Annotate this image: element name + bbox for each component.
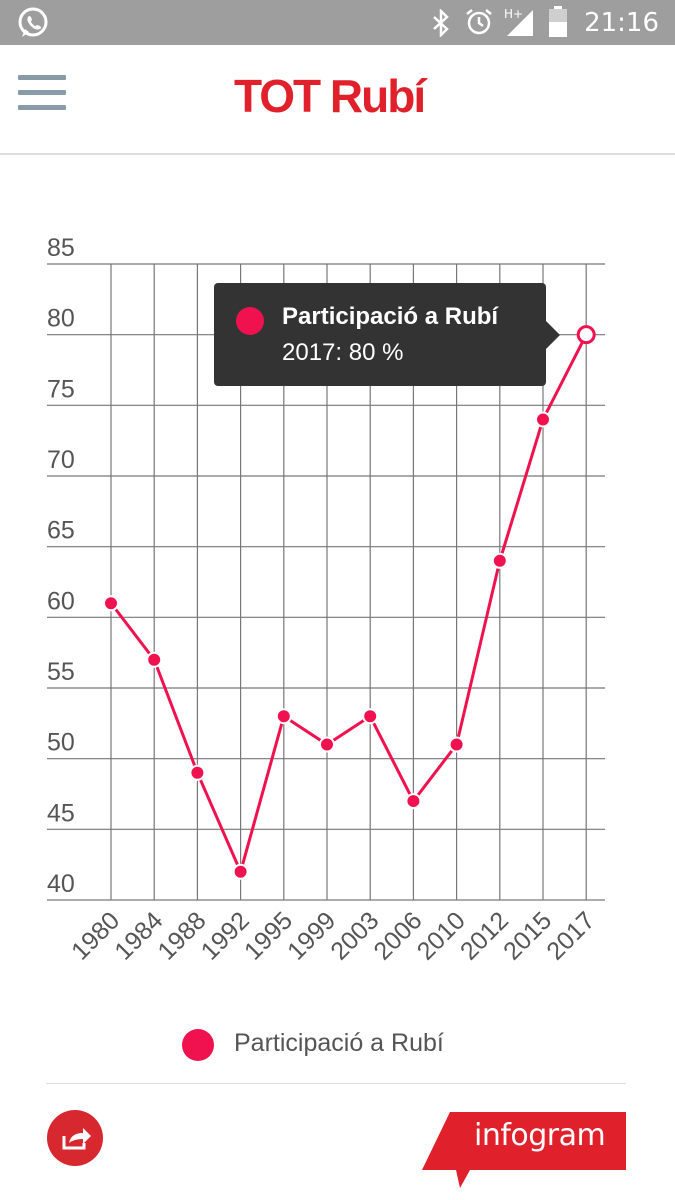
y-tick-label: 55 (47, 658, 75, 686)
y-tick-label: 75 (47, 375, 75, 403)
signal-icon (507, 10, 533, 36)
y-tick-label: 60 (47, 587, 75, 615)
data-point (232, 863, 249, 880)
share-icon (62, 1128, 91, 1150)
data-point (362, 708, 379, 725)
x-tick-label: 2003 (325, 906, 384, 965)
tooltip-series-name: Participació a Rubí (282, 303, 499, 330)
share-button[interactable] (47, 1110, 103, 1166)
battery-icon (549, 6, 567, 37)
series-line (109, 333, 588, 877)
y-tick-label: 80 (47, 305, 75, 333)
clock: 21:16 (584, 8, 659, 38)
x-tick-label: 2010 (412, 906, 471, 965)
y-tick-label: 40 (47, 870, 75, 898)
infogram-badge-shape (422, 1112, 626, 1188)
data-point (275, 708, 292, 725)
data-point (103, 595, 119, 612)
bluetooth-icon (433, 9, 449, 37)
data-point (448, 736, 465, 753)
x-tick-label: 1988 (153, 906, 212, 965)
data-point (576, 325, 596, 345)
y-tick-label: 45 (47, 799, 75, 827)
site-logo[interactable]: TOT Rubí (234, 70, 426, 122)
legend-label: Participació a Rubí (234, 1029, 444, 1057)
data-point (491, 552, 508, 569)
data-point (189, 764, 206, 781)
tooltip-value: 2017: 80 % (282, 339, 404, 366)
data-point (146, 651, 163, 668)
y-tick-label: 70 (47, 446, 75, 474)
x-tick-label: 2015 (498, 906, 557, 965)
tooltip-series-marker (236, 307, 264, 335)
x-tick-label: 2006 (369, 906, 428, 965)
y-tick-label: 65 (47, 517, 75, 545)
hamburger-menu-icon[interactable] (18, 75, 66, 113)
x-tick-label: 1995 (239, 906, 298, 965)
infogram-brand-link[interactable]: infogram (422, 1112, 626, 1190)
legend-marker (182, 1029, 214, 1061)
whatsapp-icon (18, 7, 48, 37)
data-point (535, 411, 551, 428)
y-tick-label: 50 (47, 729, 75, 757)
data-point (405, 793, 422, 810)
y-tick-label: 85 (47, 234, 75, 262)
alarm-icon (466, 9, 492, 35)
x-tick-label: 1984 (109, 906, 168, 965)
x-tick-label: 2017 (541, 906, 600, 965)
x-tick-label: 1992 (196, 906, 255, 965)
app-bar: TOT Rubí (0, 45, 675, 155)
data-point (319, 736, 335, 753)
chart-tooltip: Participació a Rubí 2017: 80 % (214, 283, 560, 386)
x-tick-label: 1980 (66, 906, 125, 965)
x-tick-label: 2012 (455, 906, 514, 965)
network-type-label: H+ (504, 7, 524, 21)
status-bar: H+ 21:16 (0, 0, 675, 45)
divider (46, 1083, 626, 1084)
x-tick-label: 1999 (282, 906, 341, 965)
infogram-label: infogram (474, 1118, 606, 1153)
